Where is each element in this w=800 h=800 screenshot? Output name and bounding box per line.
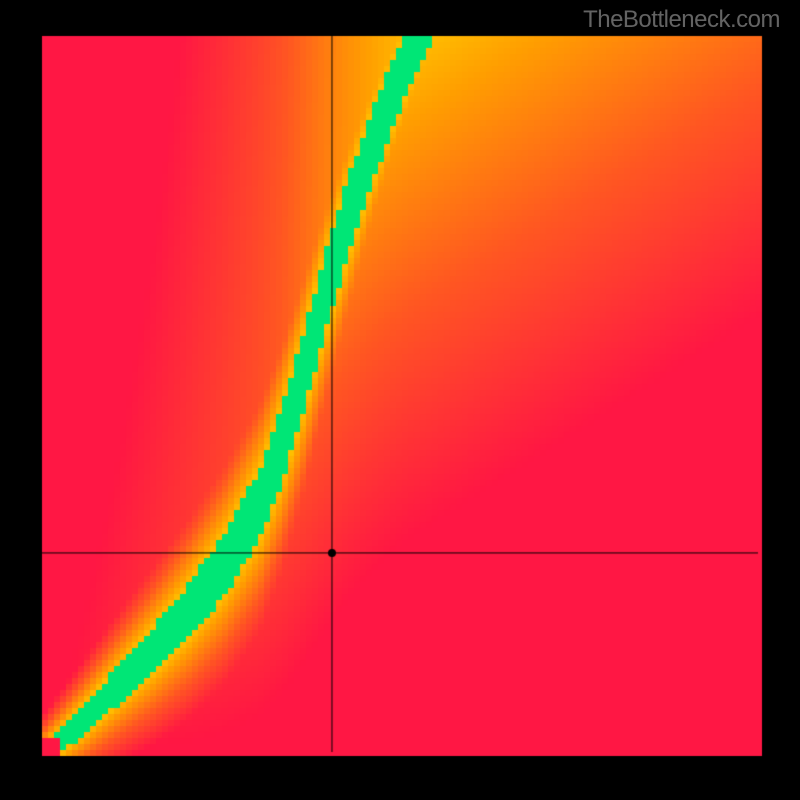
watermark-text: TheBottleneck.com xyxy=(583,6,780,34)
bottleneck-heatmap xyxy=(0,0,800,800)
